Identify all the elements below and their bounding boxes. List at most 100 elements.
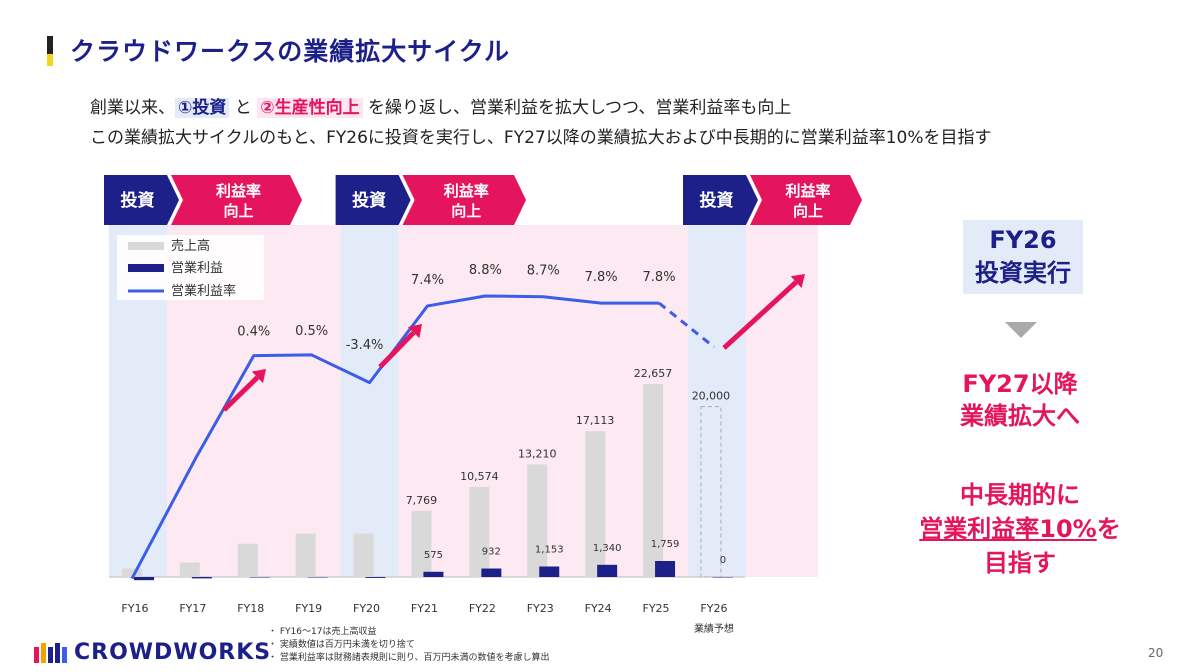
revenue-bar bbox=[411, 510, 432, 577]
growth-arrow-icon bbox=[407, 324, 422, 339]
revenue-bar bbox=[643, 384, 664, 577]
legend-profit-swatch bbox=[128, 264, 164, 272]
x-tick-label: FY26 bbox=[700, 602, 727, 615]
lead-line-2: この業績拡大サイクルのもと、FY26に投資を実行し、FY27以降の業績拡大および… bbox=[90, 128, 992, 148]
revenue-bar bbox=[237, 543, 258, 577]
revenue-bar bbox=[353, 533, 374, 577]
revenue-bar bbox=[527, 464, 548, 577]
profit-label-line2: 向上 bbox=[223, 202, 253, 220]
operating-margin-label: 8.7% bbox=[527, 264, 560, 279]
revenue-bar bbox=[469, 486, 490, 577]
mid-line2-target: 営業利益率10% bbox=[919, 515, 1097, 543]
footnote-2: 実績数値は百万円未満を切り捨て bbox=[268, 639, 550, 652]
down-triangle-icon bbox=[1005, 322, 1037, 338]
revenue-label: 20,000 bbox=[692, 390, 731, 403]
profit-label-line1: 利益率 bbox=[444, 182, 489, 200]
operating-profit-label: 932 bbox=[482, 547, 501, 558]
operating-profit-bar bbox=[191, 577, 212, 579]
invest-chevron bbox=[335, 175, 411, 225]
x-tick-label: FY18 bbox=[237, 602, 264, 615]
operating-margin-forecast-line bbox=[658, 301, 715, 349]
operating-margin-label: 8.8% bbox=[469, 263, 502, 278]
profit-label-line2: 向上 bbox=[451, 202, 481, 220]
fy26-line2: 投資実行 bbox=[975, 259, 1071, 287]
operating-profit-bar bbox=[249, 577, 270, 578]
footnote-1: FY16～17は売上高収益 bbox=[268, 626, 550, 639]
operating-margin-label: 7.8% bbox=[643, 270, 676, 285]
lead-line-1: 創業以来、 ①投資 と ②生産性向上 を繰り返し、営業利益を拡大しつつ、営業利益率… bbox=[90, 93, 791, 118]
lead-line-1-pre: 創業以来、 bbox=[90, 98, 175, 118]
revenue-label: 22,657 bbox=[634, 367, 673, 380]
x-tick-label: FY21 bbox=[411, 602, 438, 615]
revenue-label: 13,210 bbox=[518, 447, 557, 460]
operating-margin-label: 7.4% bbox=[411, 273, 444, 288]
fy27-growth-text: FY27以降 業績拡大へ bbox=[920, 368, 1120, 432]
highlight-productivity: ②生産性向上 bbox=[257, 98, 363, 118]
x-tick-label: FY17 bbox=[179, 602, 206, 615]
revenue-bar bbox=[179, 562, 200, 577]
profit-band bbox=[746, 225, 818, 577]
invest-label: 投資 bbox=[121, 190, 155, 211]
profit-chevron bbox=[171, 175, 302, 225]
operating-margin-label: -3.4% bbox=[346, 338, 384, 353]
invest-band bbox=[340, 225, 399, 577]
logo-text: CROWDWORKS bbox=[74, 640, 272, 665]
x-tick-label: FY24 bbox=[585, 602, 612, 615]
growth-arrow-icon bbox=[251, 369, 266, 384]
operating-profit-label: 1,153 bbox=[535, 545, 564, 556]
operating-margin-label: 0.4% bbox=[237, 325, 270, 340]
growth-arrow-icon bbox=[790, 274, 805, 289]
revenue-label: 10,574 bbox=[460, 470, 499, 483]
x-tick-label: FY22 bbox=[469, 602, 496, 615]
operating-profit-bar bbox=[307, 577, 328, 578]
invest-chevron bbox=[683, 175, 758, 225]
operating-profit-bar bbox=[655, 561, 676, 577]
page-number: 20 bbox=[1148, 646, 1164, 660]
profit-chevron bbox=[750, 175, 862, 225]
operating-margin-label: 7.8% bbox=[585, 270, 618, 285]
mid-line2-post: を bbox=[1096, 515, 1121, 543]
legend-revenue-swatch bbox=[128, 242, 164, 250]
revenue-bar bbox=[585, 431, 606, 577]
legend-margin-label: 営業利益率 bbox=[171, 283, 236, 299]
crowdworks-logo: CROWDWORKS bbox=[34, 640, 271, 665]
invest-label: 投資 bbox=[700, 190, 734, 211]
profit-label-line1: 利益率 bbox=[216, 182, 261, 200]
invest-chevron bbox=[104, 175, 179, 225]
operating-profit-bar bbox=[597, 564, 618, 577]
fy27-line2: 業績拡大へ bbox=[960, 402, 1080, 430]
operating-profit-label: 0 bbox=[720, 555, 726, 566]
profit-label-line2: 向上 bbox=[793, 202, 823, 220]
growth-arrow-shaft bbox=[722, 280, 798, 350]
mid-term-target-text: 中長期的に 営業利益率10%を 目指す bbox=[885, 478, 1155, 580]
crowdworks-logo-icon bbox=[34, 642, 67, 663]
operating-profit-label: 1,759 bbox=[651, 539, 680, 550]
growth-arrow-shaft bbox=[378, 330, 416, 369]
revenue-label: 17,113 bbox=[576, 414, 615, 427]
fy26-invest-box: FY26 投資実行 bbox=[963, 220, 1083, 294]
operating-profit-label: 1,340 bbox=[593, 543, 622, 554]
legend-profit-label: 営業利益 bbox=[171, 260, 223, 276]
highlight-invest: ①投資 bbox=[175, 98, 230, 118]
fy27-line1: FY27以降 bbox=[962, 370, 1078, 398]
lead-line-1-mid: と bbox=[229, 98, 258, 118]
x-tick-sublabel: 業績予想 bbox=[694, 622, 734, 635]
x-tick-label: FY16 bbox=[121, 602, 148, 615]
x-tick-label: FY23 bbox=[527, 602, 554, 615]
mid-line2: 営業利益率10%を bbox=[885, 512, 1155, 546]
operating-profit-bar bbox=[712, 577, 733, 578]
revenue-bar-forecast bbox=[700, 406, 722, 578]
revenue-bar bbox=[121, 568, 142, 577]
x-tick-label: FY25 bbox=[643, 602, 670, 615]
footnotes: FY16～17は売上高収益 実績数値は百万円未満を切り捨て 営業利益率は財務諸表… bbox=[268, 626, 550, 665]
invest-band bbox=[688, 225, 746, 577]
revenue-label: 7,769 bbox=[406, 494, 438, 507]
mid-line1: 中長期的に bbox=[960, 481, 1080, 509]
operating-profit-bar bbox=[133, 577, 154, 581]
operating-profit-bar bbox=[365, 577, 386, 578]
profit-chevron bbox=[402, 175, 526, 225]
lead-line-1-post: を繰り返し、営業利益を拡大しつつ、営業利益率も向上 bbox=[362, 98, 792, 118]
title-accent-bar bbox=[47, 36, 53, 66]
operating-margin-label: 0.5% bbox=[295, 324, 328, 339]
